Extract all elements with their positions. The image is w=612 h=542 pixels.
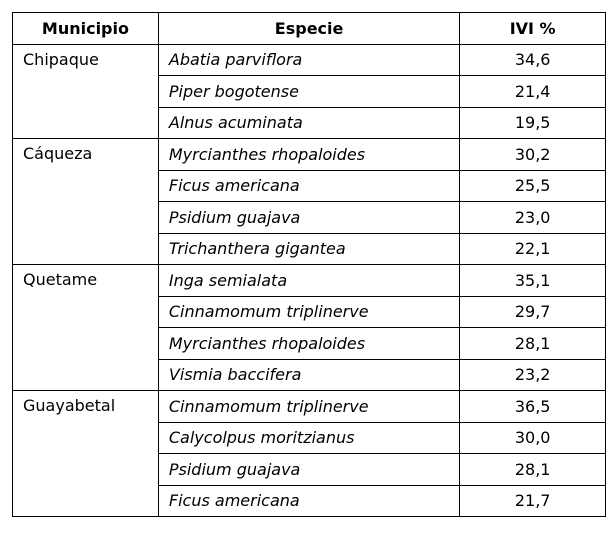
especie-cell: Piper bogotense xyxy=(157,75,461,108)
especie-cell: Inga semialata xyxy=(157,264,461,297)
ivi-cell: 23,0 xyxy=(459,201,606,234)
table-row: Chipaque Abatia parviflora 34,6 xyxy=(12,43,606,139)
especie-cell: Cinnamomum triplinerve xyxy=(157,390,461,423)
ivi-cell: 23,2 xyxy=(459,358,606,391)
ivi-cell: 30,0 xyxy=(459,421,606,454)
especie-cell: Psidium guajava xyxy=(157,453,461,486)
table-row: Ficus americana 21,7 xyxy=(13,484,606,517)
ivi-cell: 29,7 xyxy=(459,295,606,328)
ivi-cell: 28,1 xyxy=(459,453,606,486)
table-row: Calycolpus moritzianus 30,0 xyxy=(13,421,606,454)
header-row: Municipio Especie IVI % xyxy=(12,12,606,45)
ivi-cell: 21,7 xyxy=(459,484,606,517)
table-row: Psidium guajava 23,0 xyxy=(13,201,606,234)
especie-cell: Ficus americana xyxy=(157,484,461,517)
table-row: Alnus acuminata 19,5 xyxy=(13,106,606,139)
especie-cell: Abatia parviflora xyxy=(157,43,461,76)
ivi-cell: 19,5 xyxy=(459,106,606,139)
especie-cell: Ficus americana xyxy=(157,169,461,202)
municipio-cell: Chipaque xyxy=(12,43,159,139)
especie-cell: Calycolpus moritzianus xyxy=(157,421,461,454)
table-row: Cáqueza Myrcianthes rhopaloides 30,2 xyxy=(12,138,606,265)
header-cell: Especie xyxy=(157,12,461,45)
especie-cell: Psidium guajava xyxy=(157,201,461,234)
municipio-cell: Cáqueza xyxy=(12,138,159,265)
ivi-cell: 30,2 xyxy=(459,138,606,171)
ivi-cell: 21,4 xyxy=(459,75,606,108)
table-row: Trichanthera gigantea 22,1 xyxy=(13,232,606,265)
table-body: Chipaque Abatia parviflora 34,6 Piper bogot… xyxy=(12,43,606,517)
especie-cell: Vismia baccifera xyxy=(157,358,461,391)
table-row: Myrcianthes rhopaloides 28,1 xyxy=(13,327,606,360)
ivi-cell: 34,6 xyxy=(459,43,606,76)
especie-cell: Alnus acuminata xyxy=(157,106,461,139)
table-row: Vismia baccifera 23,2 xyxy=(13,358,606,391)
ivi-cell: 35,1 xyxy=(459,264,606,297)
especie-cell: Cinnamomum triplinerve xyxy=(157,295,461,328)
table-row: Quetame Inga semialata 35,1 xyxy=(12,264,606,391)
ivi-table: Municipio Especie IVI % Chipaque Abatia p… xyxy=(12,12,606,517)
ivi-cell: 25,5 xyxy=(459,169,606,202)
table-row: Guayabetal Cinnamomum triplinerve 36,5 xyxy=(12,390,606,517)
table-row: Ficus americana 25,5 xyxy=(13,169,606,202)
especie-cell: Myrcianthes rhopaloides xyxy=(157,138,461,171)
header-cell: Municipio xyxy=(12,12,159,45)
municipio-cell: Quetame xyxy=(12,264,159,391)
header-cell: IVI % xyxy=(459,12,606,45)
ivi-cell: 22,1 xyxy=(459,232,606,265)
table-row: Piper bogotense 21,4 xyxy=(13,75,606,108)
especie-cell: Myrcianthes rhopaloides xyxy=(157,327,461,360)
ivi-cell: 36,5 xyxy=(459,390,606,423)
table-row: Cinnamomum triplinerve 29,7 xyxy=(13,295,606,328)
ivi-cell: 28,1 xyxy=(459,327,606,360)
especie-cell: Trichanthera gigantea xyxy=(157,232,461,265)
table-header: Municipio Especie IVI % xyxy=(12,12,606,45)
municipio-cell: Guayabetal xyxy=(12,390,159,517)
